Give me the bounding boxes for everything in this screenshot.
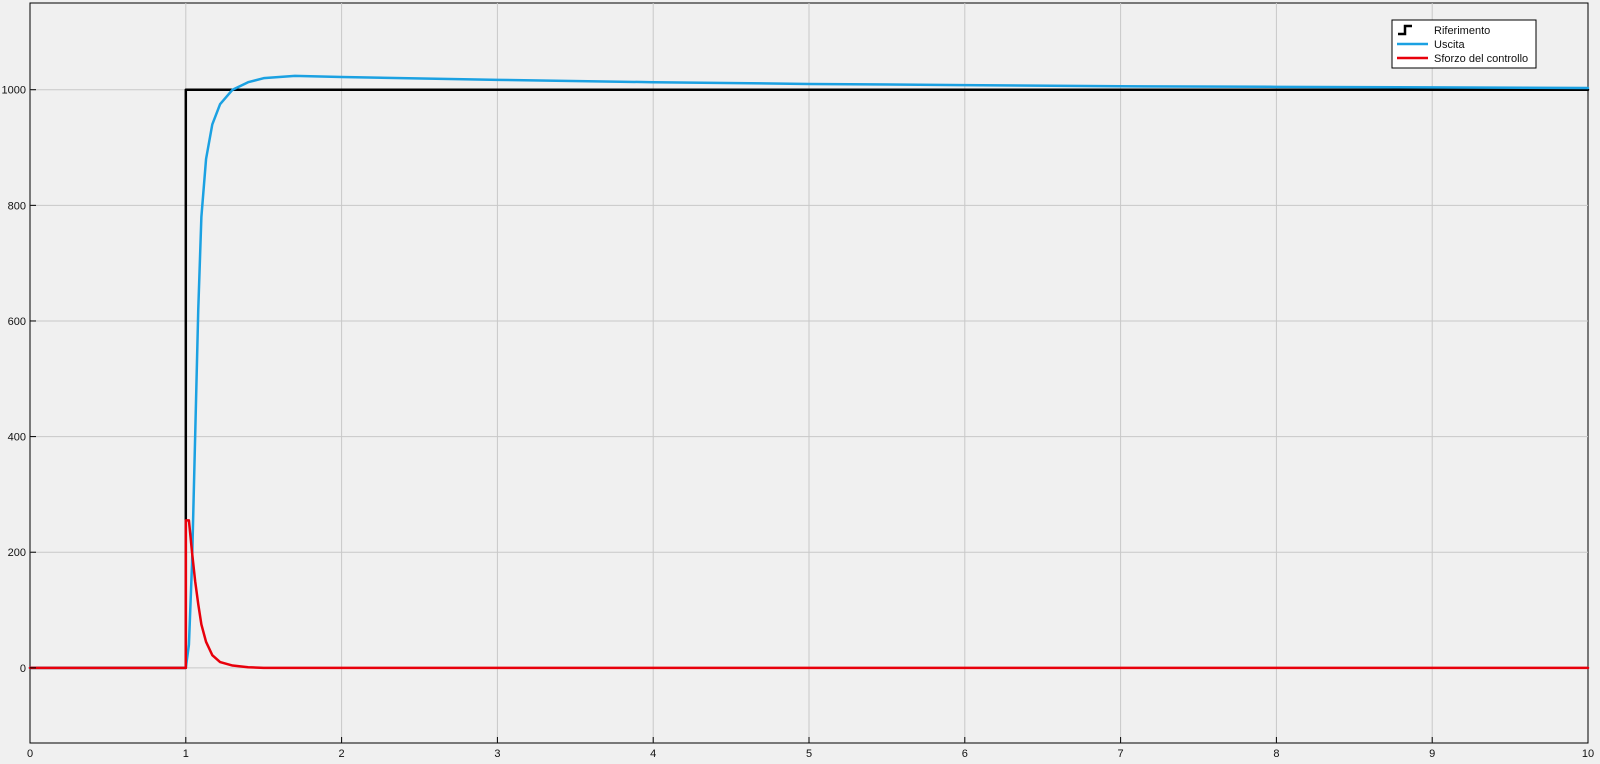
axis-ticks: 0 1 2 3 4 5 6 7 8 9 10 0 200 400 600 800 1000 [2, 85, 1595, 760]
x-tick-label: 1 [183, 748, 189, 760]
y-tick-label: 0 [20, 663, 26, 675]
x-tick-label: 10 [1582, 748, 1594, 760]
y-tick-label: 800 [8, 200, 26, 212]
series-line-2 [28, 519, 1590, 670]
x-tick-label: 7 [1118, 748, 1124, 760]
series-lines [28, 74, 1590, 670]
y-tick-label: 600 [8, 316, 26, 328]
legend-label-2: Sforzo del controllo [1434, 53, 1528, 65]
legend: Riferimento Uscita Sforzo del controllo [1391, 19, 1537, 69]
legend-label-0: Riferimento [1434, 25, 1490, 37]
x-tick-label: 6 [962, 748, 968, 760]
x-tick-label: 4 [650, 748, 656, 760]
y-tick-label: 200 [8, 547, 26, 559]
x-tick-label: 5 [806, 748, 812, 760]
x-tick-label: 2 [339, 748, 345, 760]
y-tick-label: 1000 [2, 85, 26, 97]
legend-label-1: Uscita [1434, 39, 1465, 51]
legend-swatch-0 [1398, 24, 1412, 36]
y-tick-label: 400 [8, 432, 26, 444]
x-tick-label: 9 [1429, 748, 1435, 760]
legend-items: Riferimento Uscita Sforzo del controllo [1397, 24, 1528, 65]
series-line-1 [28, 74, 1590, 670]
x-tick-label: 0 [27, 748, 33, 760]
x-tick-label: 3 [494, 748, 500, 760]
x-tick-label: 8 [1273, 748, 1279, 760]
